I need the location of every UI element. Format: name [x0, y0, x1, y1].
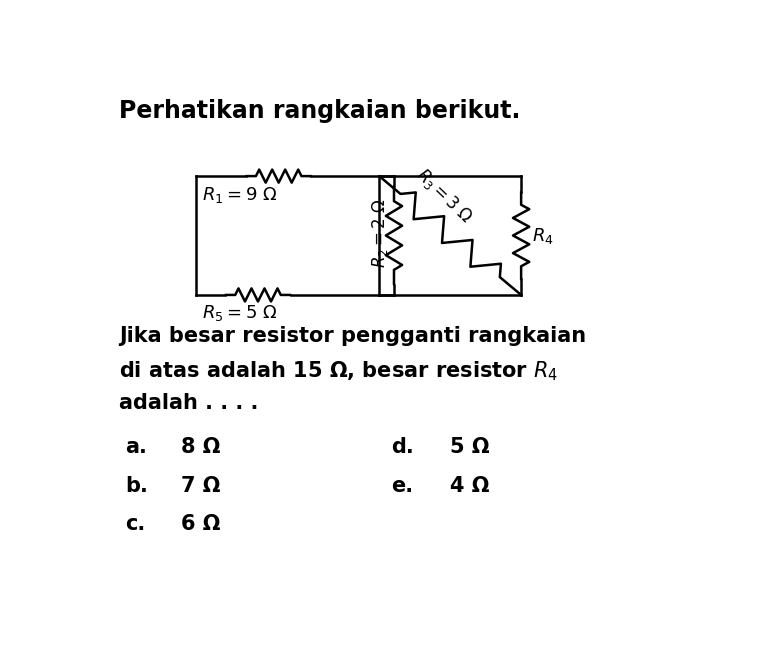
Text: 7 Ω: 7 Ω: [181, 476, 221, 495]
Text: Perhatikan rangkaian berikut.: Perhatikan rangkaian berikut.: [119, 99, 520, 123]
Text: d.: d.: [391, 437, 414, 457]
Text: $R_2 = 2\ \Omega$: $R_2 = 2\ \Omega$: [371, 198, 391, 268]
Text: c.: c.: [125, 514, 145, 534]
Text: Jika besar resistor pengganti rangkaian: Jika besar resistor pengganti rangkaian: [119, 326, 586, 346]
Text: $R_5 = 5\ \Omega$: $R_5 = 5\ \Omega$: [201, 303, 277, 323]
Text: b.: b.: [125, 476, 148, 495]
Text: di atas adalah 15 Ω, besar resistor $R_4$: di atas adalah 15 Ω, besar resistor $R_4…: [119, 360, 559, 383]
Text: $R_1 = 9\ \Omega$: $R_1 = 9\ \Omega$: [201, 185, 277, 205]
Text: $R_3 = 3\ \Omega$: $R_3 = 3\ \Omega$: [412, 165, 476, 227]
Text: e.: e.: [391, 476, 413, 495]
Text: 6 Ω: 6 Ω: [181, 514, 221, 534]
Text: 4 Ω: 4 Ω: [450, 476, 490, 495]
Text: a.: a.: [125, 437, 146, 457]
Text: $R_4$: $R_4$: [532, 225, 553, 246]
Text: 8 Ω: 8 Ω: [181, 437, 221, 457]
Text: 5 Ω: 5 Ω: [450, 437, 490, 457]
Text: adalah . . . .: adalah . . . .: [119, 393, 259, 413]
